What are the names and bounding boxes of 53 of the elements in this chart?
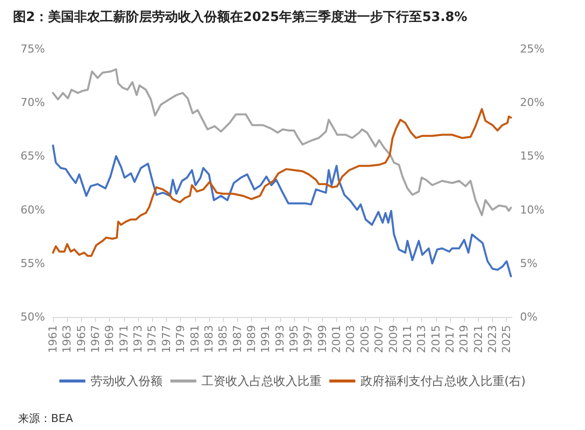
y2-tick-label: 15%: [520, 150, 544, 163]
x-tick-label: 1989: [244, 325, 258, 353]
x-tick-label: 1981: [188, 325, 202, 353]
x-tick-label: 2011: [400, 325, 414, 353]
line-series: [52, 68, 512, 216]
x-tick-label: 2007: [372, 325, 386, 353]
x-tick-label: 2003: [344, 325, 358, 353]
x-tick-label: 1983: [202, 325, 216, 353]
x-tick-label: 1997: [302, 325, 315, 353]
line-series: [52, 144, 512, 278]
x-tick-label: 1967: [89, 325, 102, 353]
y-tick-label: 60%: [20, 203, 45, 216]
x-tick-label: 2009: [386, 325, 400, 353]
x-tick-label: 1963: [60, 325, 74, 353]
x-tick-label: 2019: [458, 325, 471, 353]
x-tick-label: 1961: [46, 325, 60, 353]
x-tick-label: 1971: [117, 325, 130, 353]
y-tick-label: 65%: [20, 150, 45, 163]
x-tick-label: 1985: [216, 325, 230, 353]
x-tick-label: 1965: [74, 325, 88, 353]
x-tick-label: 2023: [486, 325, 500, 353]
x-tick-label: 1991: [259, 325, 272, 353]
legend-label: 劳动收入份额: [90, 374, 162, 388]
y-tick-label: 55%: [20, 256, 45, 270]
x-tick-label: 2013: [415, 325, 428, 353]
x-tick-label: 1993: [273, 325, 286, 353]
x-tick-label: 1987: [230, 325, 244, 353]
x-tick-label: 1977: [160, 325, 173, 353]
x-tick-label: 1999: [316, 325, 329, 353]
x-tick-label: 1995: [288, 325, 301, 353]
y2-tick-label: 5%: [520, 256, 538, 270]
source-note: 来源：BEA: [18, 412, 74, 425]
legend-label: 工资收入占总收入比重: [201, 374, 322, 388]
y2-tick-label: 25%: [520, 42, 544, 56]
y2-tick-label: 0%: [520, 310, 538, 324]
x-tick-label: 2005: [358, 325, 372, 353]
y-tick-label: 70%: [20, 96, 45, 110]
x-tick-label: 2017: [443, 325, 456, 353]
x-tick-label: 2025: [500, 325, 514, 353]
x-tick-label: 1973: [132, 325, 145, 353]
legend-label: 政府福利支付占总收入比重(右): [360, 374, 526, 388]
y-tick-label: 75%: [20, 42, 45, 56]
chart-title: 图2：美国非农工薪阶层劳动收入份额在2025年第三季度进一步下行至53.8%: [13, 9, 468, 25]
x-tick-label: 2001: [330, 325, 344, 353]
x-tick-label: 1975: [146, 325, 159, 353]
x-tick-label: 1969: [103, 325, 116, 353]
x-tick-label: 2021: [472, 325, 485, 353]
y2-tick-label: 10%: [520, 203, 544, 216]
line-series: [52, 108, 512, 257]
x-tick-label: 2015: [429, 325, 442, 353]
y-tick-label: 50%: [20, 310, 45, 324]
y2-tick-label: 20%: [520, 96, 544, 110]
x-tick-label: 1979: [174, 325, 188, 353]
